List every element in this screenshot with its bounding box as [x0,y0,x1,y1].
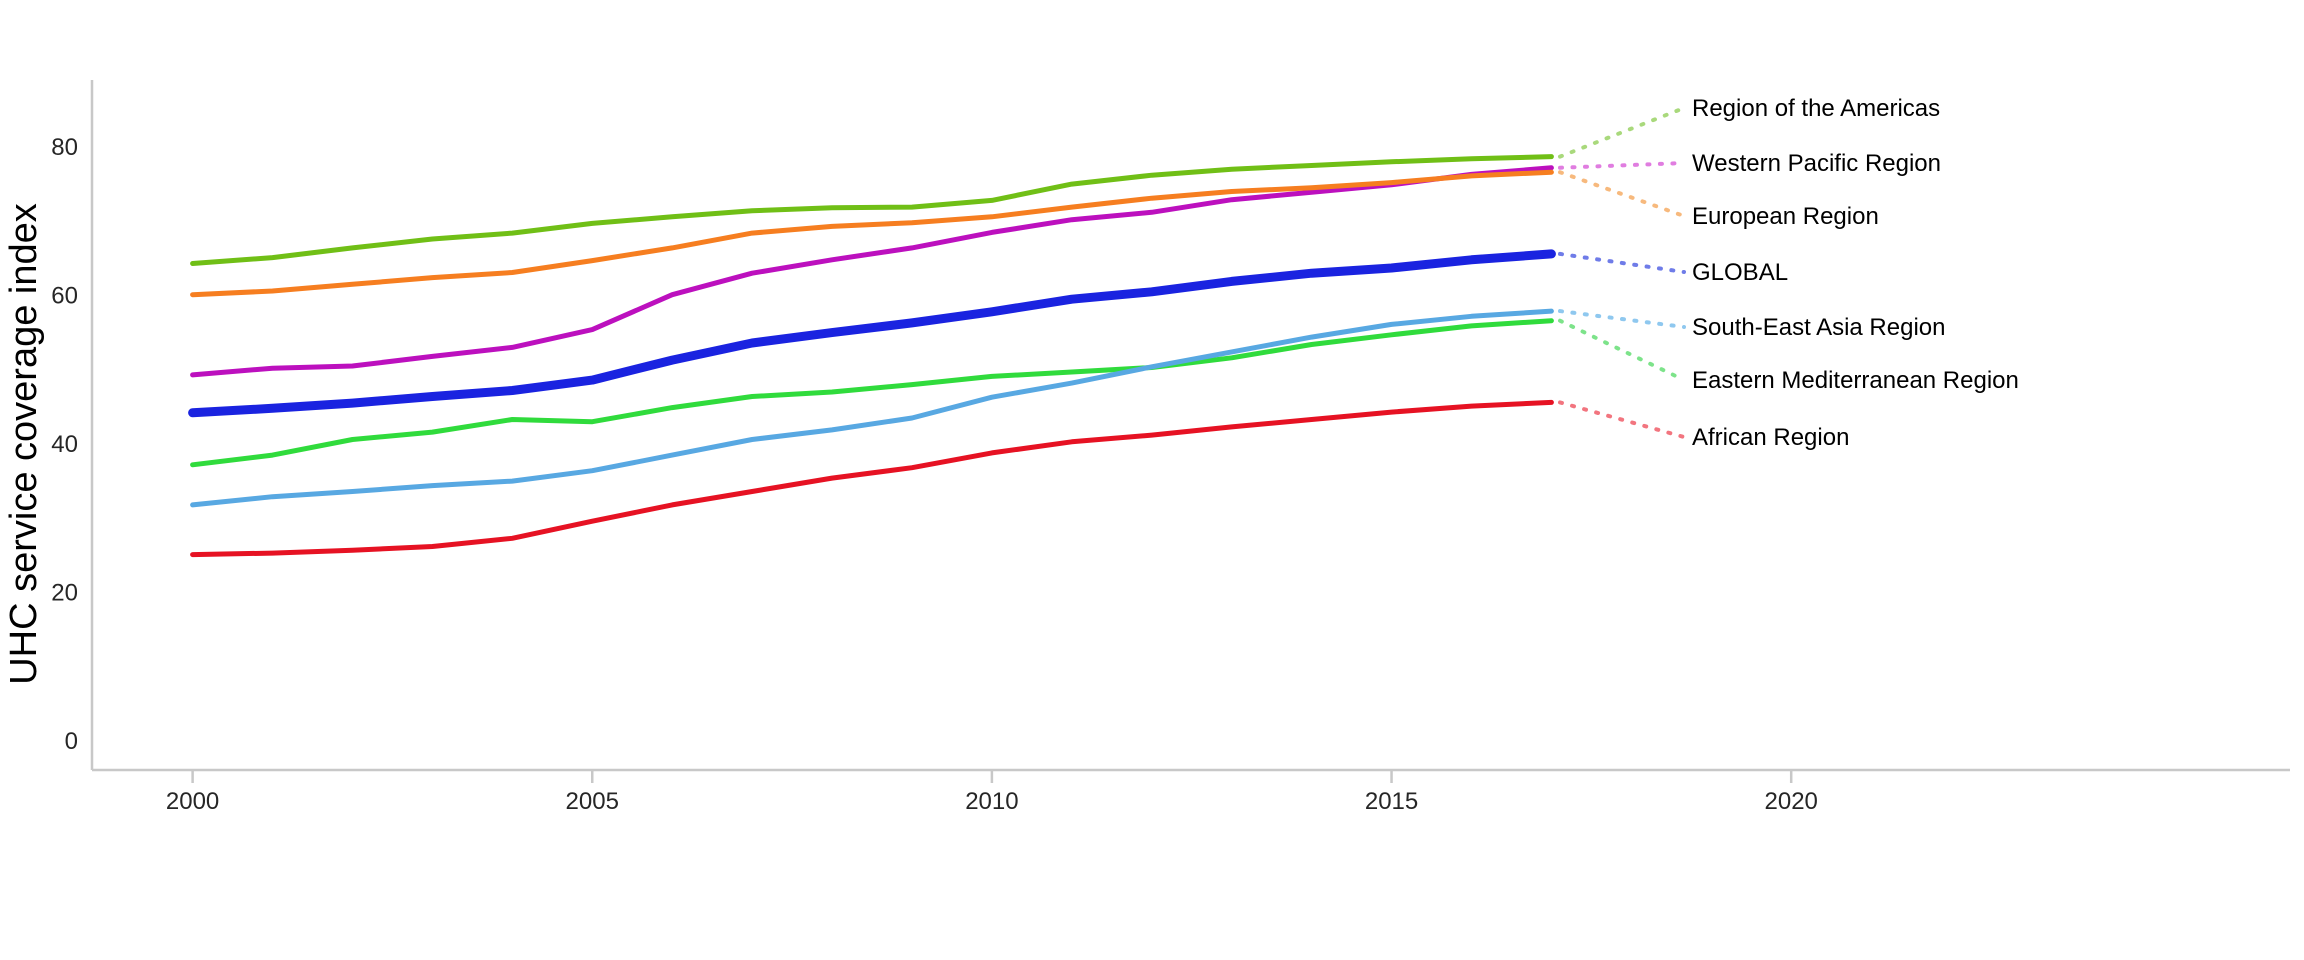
axes [90,80,2290,783]
x-tick-label-2005: 2005 [566,788,619,815]
legend: Region of the Americas Western Pacific Re… [1692,95,2019,451]
series-line-african-region [190,399,1554,558]
x-tick-label-2020: 2020 [1765,788,1818,815]
leader-line-european-region [1558,170,1686,218]
series-line-region-of-the-americas [190,154,1554,266]
y-tick-label-40: 40 [51,431,78,458]
leader-line-global [1558,251,1686,274]
legend-label-african-region: African Region [1692,424,1849,451]
legend-label-region-of-the-americas: Region of the Americas [1692,95,1940,122]
series-lines [188,154,1556,558]
y-axis-title: UHC service coverage index [3,203,45,685]
x-tick-label-2000: 2000 [166,788,219,815]
y-tick-label-0: 0 [65,728,78,755]
legend-label-south-east-asia-region: South-East Asia Region [1692,314,1946,341]
legend-label-eastern-mediterranean-region: Eastern Mediterranean Region [1692,367,2019,394]
legend-label-global: GLOBAL [1692,259,1788,286]
x-tick-label-2015: 2015 [1365,788,1418,815]
series-line-global [188,249,1556,418]
leader-line-western-pacific-region [1558,161,1686,170]
leader-line-south-east-asia-region [1558,309,1686,329]
y-tick-label-20: 20 [51,579,78,606]
x-tick-label-2010: 2010 [965,788,1018,815]
series-line-south-east-asia-region [190,308,1554,508]
y-tick-label-60: 60 [51,282,78,309]
series-line-eastern-mediterranean-region [190,318,1554,468]
series-line-european-region [190,169,1554,298]
series-line-western-pacific-region [190,165,1554,378]
leader-line-african-region [1558,400,1686,439]
leader-line-eastern-mediterranean-region [1558,318,1686,382]
legend-label-european-region: European Region [1692,203,1879,230]
y-tick-label-80: 80 [51,134,78,161]
legend-label-western-pacific-region: Western Pacific Region [1692,150,1941,177]
tick-labels: 2000 2005 2010 2015 2020 0 20 40 60 80 [51,134,1818,815]
legend-leader-lines [1558,106,1686,439]
leader-line-region-of-the-americas [1558,106,1686,159]
